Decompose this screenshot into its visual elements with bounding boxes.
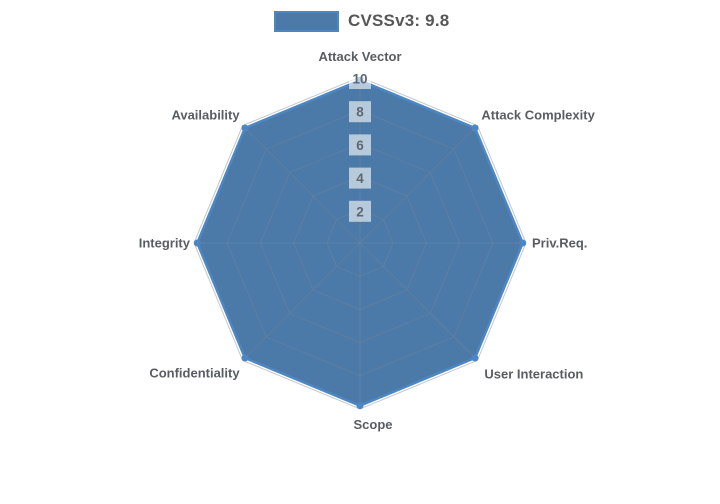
tick-label-box (349, 167, 371, 189)
tick-label: 4 (356, 171, 364, 186)
radar-grid-spoke (359, 242, 478, 361)
radar-fill-area (197, 80, 523, 406)
radar-point-marker (241, 124, 249, 132)
radar-grid-spoke (242, 125, 361, 244)
radar-grid-ring (259, 142, 461, 344)
axis-label-priv-req-: Priv.Req. (532, 236, 587, 251)
radar-point-marker (193, 239, 201, 247)
radar-point-marker (471, 124, 479, 132)
radar-grid-spoke (242, 242, 361, 361)
legend-swatch (274, 10, 339, 32)
radar-point-marker (519, 239, 527, 247)
radar-point-marker (471, 354, 479, 362)
tick-label: 10 (352, 72, 367, 87)
radar-grid-ring (326, 209, 394, 277)
tick-label: 6 (356, 138, 364, 153)
axis-label-user-interaction: User Interaction (484, 366, 583, 381)
legend-label: CVSSv3: 9.8 (348, 11, 450, 30)
radar-grid-ring (293, 176, 427, 310)
tick-label: 2 (356, 204, 364, 219)
axis-label-integrity: Integrity (139, 236, 191, 251)
tick-label-box (349, 68, 371, 89)
legend-item[interactable]: CVSSv3: 9.8 (274, 9, 449, 33)
radar-grid-ring (226, 109, 494, 377)
radar-grid-spoke (359, 125, 478, 244)
tick-label-box (349, 134, 371, 156)
axis-label-attack-complexity: Attack Complexity (481, 108, 595, 123)
radar-point-marker (356, 402, 364, 410)
radar-point-marker (241, 354, 249, 362)
axis-label-scope: Scope (353, 417, 392, 432)
axis-label-availability: Availability (171, 108, 240, 123)
tick-label: 8 (356, 105, 364, 120)
axis-label-confidentiality: Confidentiality (149, 365, 240, 380)
tick-label-box (349, 200, 371, 222)
axis-label-attack-vector: Attack Vector (318, 49, 401, 64)
tick-label-box (349, 101, 371, 123)
